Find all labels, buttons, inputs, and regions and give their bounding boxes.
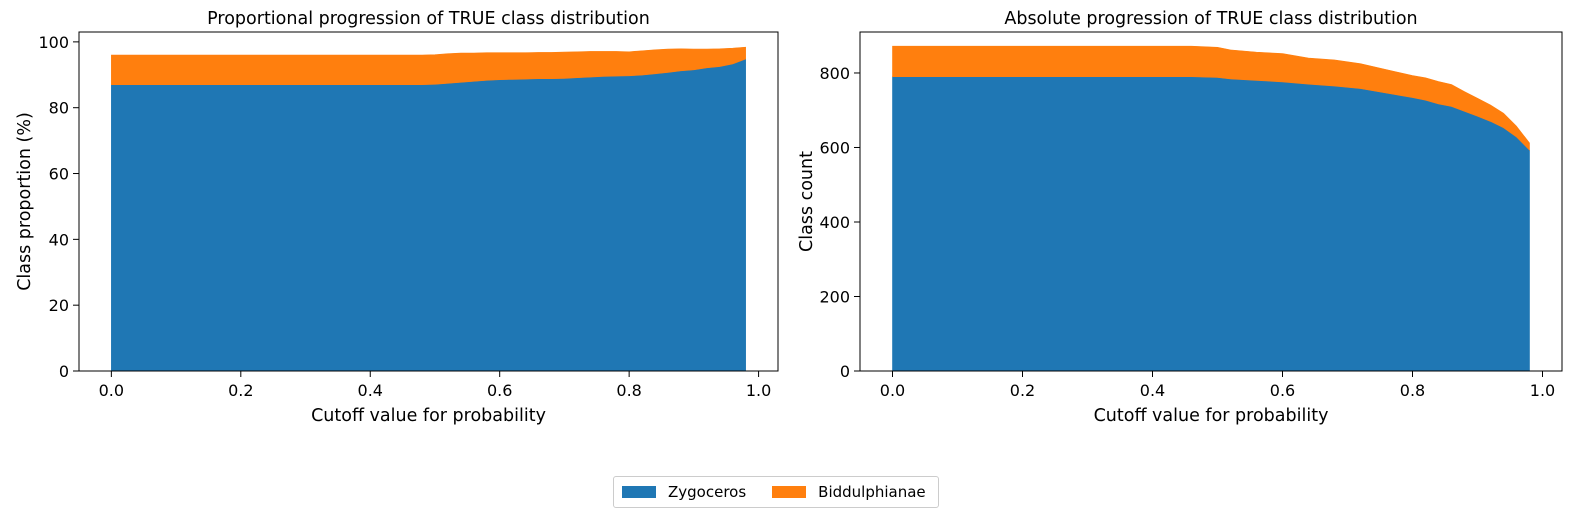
x-axis-label: Cutoff value for probability [1094, 406, 1329, 426]
y-tick-label: 0 [59, 362, 69, 381]
chart-title: Proportional progression of TRUE class d… [207, 9, 650, 29]
legend: Zygoceros Biddulphianae [613, 476, 939, 508]
y-tick-label: 400 [819, 213, 850, 232]
x-tick-label: 0.6 [487, 381, 512, 400]
x-tick-label: 0.8 [1400, 381, 1425, 400]
legend-label: Biddulphianae [818, 483, 926, 501]
x-tick-label: 0.4 [1140, 381, 1165, 400]
x-tick-label: 1.0 [746, 381, 771, 400]
y-tick-label: 100 [38, 33, 69, 52]
y-axis-label: Class count [797, 151, 817, 252]
plot-frame [859, 31, 1563, 372]
area-biddulphianae [892, 45, 1530, 151]
legend-label: Zygoceros [668, 483, 747, 501]
chart-proportional: 0.0 0.2 0.4 0.6 0.8 1.0 0 20 40 60 80 100 Proporti… [15, 9, 779, 426]
x-tick-label: 0.6 [1270, 381, 1295, 400]
area-zygoceros [111, 58, 746, 372]
y-tick-label: 80 [49, 99, 69, 118]
plot-frame [78, 31, 779, 372]
legend-swatch [622, 486, 656, 498]
y-tick-label: 600 [819, 138, 850, 157]
x-tick-label: 0.2 [228, 381, 253, 400]
y-tick-label: 0 [840, 362, 850, 381]
y-tick-label: 200 [819, 287, 850, 306]
y-tick-label: 20 [49, 296, 69, 315]
chart-absolute: 0.0 0.2 0.4 0.6 0.8 1.0 0 200 400 600 800 Absolut… [797, 9, 1563, 426]
legend-swatch [772, 486, 807, 498]
legend-item-biddulphianae: Biddulphianae [772, 483, 926, 501]
x-tick-label: 1.0 [1530, 381, 1555, 400]
legend-item-zygoceros: Zygoceros [622, 483, 746, 501]
y-tick-label: 800 [819, 64, 850, 83]
x-tick-label: 0.4 [358, 381, 383, 400]
x-tick-label: 0.0 [99, 381, 124, 400]
y-tick-label: 40 [49, 230, 69, 249]
x-tick-label: 0.8 [616, 381, 641, 400]
area-zygoceros [892, 76, 1530, 372]
x-tick-label: 0.0 [880, 381, 905, 400]
y-tick-label: 60 [49, 165, 69, 184]
chart-title: Absolute progression of TRUE class distr… [1004, 9, 1417, 29]
x-axis-label: Cutoff value for probability [311, 406, 546, 426]
area-biddulphianae [111, 46, 746, 85]
y-axis-label: Class proportion (%) [15, 112, 35, 291]
x-tick-label: 0.2 [1010, 381, 1035, 400]
